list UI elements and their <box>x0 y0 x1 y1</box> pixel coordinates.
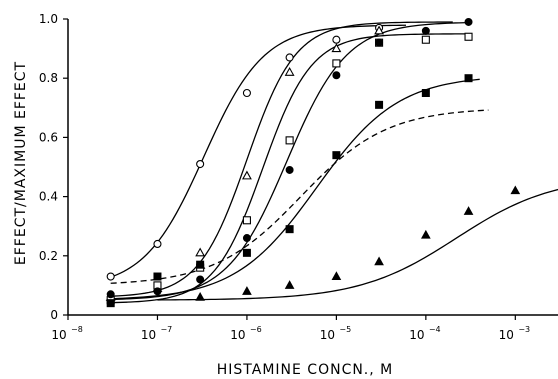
filled-triangle-marker <box>284 280 295 289</box>
open-circle-marker <box>332 35 341 44</box>
filled-circle-marker <box>242 234 251 243</box>
filled-circle-marker <box>332 71 341 80</box>
x-tick-exponent: −8 <box>71 325 83 334</box>
y-axis-title: EFFECT/MAXIMUM EFFECT <box>13 61 29 265</box>
filled-square-marker <box>332 151 341 160</box>
filled-square-marker <box>196 260 205 269</box>
y-tick-label: 0.8 <box>39 71 58 85</box>
filled-triangle-marker <box>331 271 342 281</box>
filled-square-marker <box>242 248 251 257</box>
filled-triangle-marker <box>374 256 384 266</box>
open-square-marker <box>421 35 430 44</box>
filled-square-marker <box>464 74 473 83</box>
filled-triangle-marker <box>421 229 431 239</box>
series-3-curve <box>110 33 472 304</box>
filled-circle-marker <box>285 165 294 174</box>
filled-square-marker <box>421 89 430 97</box>
y-tick-label: 0.4 <box>39 190 58 204</box>
filled-circle-marker <box>106 290 115 299</box>
x-ticks: 10 −8 10 −7 10 −6 10 −5 10 −4 10 −3 <box>51 315 530 342</box>
filled-triangle-marker <box>510 185 521 195</box>
open-circle-marker <box>196 159 205 169</box>
filled-circle-marker <box>421 26 430 35</box>
open-circle-marker <box>106 272 115 281</box>
x-tick-label: 10 <box>409 328 424 342</box>
filled-circle-marker <box>464 17 473 26</box>
open-triangle-marker <box>374 25 385 35</box>
fitted-curves <box>110 21 558 304</box>
y-tick-label: 0 <box>50 308 58 322</box>
open-triangle-marker <box>331 43 342 53</box>
x-tick-exponent: −5 <box>339 325 351 334</box>
open-square-marker <box>464 32 473 41</box>
x-tick-label: 10 <box>320 328 335 342</box>
y-tick-label: 0.6 <box>39 130 58 144</box>
data-markers <box>105 17 521 308</box>
series-1-curve <box>110 24 407 278</box>
open-triangle-marker <box>195 247 206 257</box>
filled-square-marker <box>375 100 384 109</box>
x-tick-label: 10 <box>141 328 156 342</box>
filled-triangle-marker <box>242 286 252 295</box>
series-4-curve <box>110 21 472 301</box>
filled-circle-marker <box>196 275 205 284</box>
filled-square-marker <box>106 299 115 308</box>
open-square-marker <box>242 216 251 225</box>
x-tick-label: 10 <box>51 328 66 342</box>
series-5-curve <box>110 78 480 300</box>
x-axis-title: HISTAMINE CONCN., M <box>217 362 394 378</box>
filled-circle-marker <box>375 38 384 47</box>
series-2-curve <box>110 21 453 297</box>
x-tick-exponent: −6 <box>250 325 262 334</box>
open-triangle-marker <box>241 170 252 180</box>
filled-triangle-marker <box>195 292 205 301</box>
x-tick-exponent: −4 <box>429 325 441 334</box>
y-tick-label: 1.0 <box>39 12 58 26</box>
series-7-curve <box>110 109 489 284</box>
open-circle-marker <box>285 53 294 62</box>
open-circle-marker <box>153 239 162 249</box>
open-triangle-marker <box>284 66 295 76</box>
filled-square-marker <box>285 225 294 234</box>
filled-circle-marker <box>153 287 162 296</box>
open-circle-marker <box>242 88 251 98</box>
y-ticks: 0 0.2 0.4 0.6 0.8 1.0 <box>39 12 68 322</box>
x-tick-exponent: −7 <box>160 325 172 334</box>
series-6-curve <box>157 188 558 301</box>
filled-triangle-marker <box>463 206 474 215</box>
open-square-marker <box>332 59 341 68</box>
x-tick-exponent: −3 <box>518 325 530 334</box>
axes <box>67 19 558 316</box>
open-square-marker <box>285 136 294 145</box>
x-tick-label: 10 <box>499 328 514 342</box>
y-tick-label: 0.2 <box>39 249 58 263</box>
filled-square-marker <box>153 272 162 281</box>
x-tick-label: 10 <box>230 328 245 342</box>
